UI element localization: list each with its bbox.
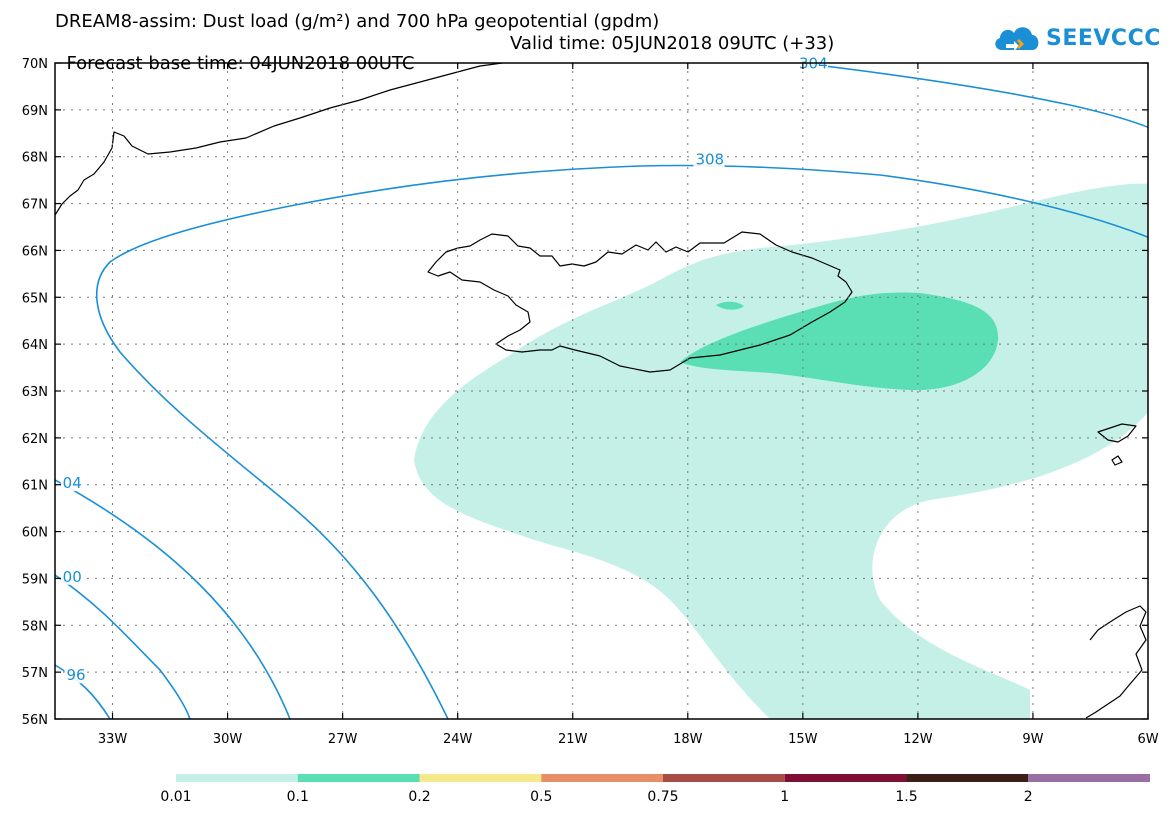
contour-label-bg [60,569,83,585]
colorbar-label: 0.1 [287,789,309,805]
lat-label: 61N [22,479,48,494]
valid-time: Valid time: 05JUN2018 09UTC (+33) [510,33,835,54]
iceland-coastline [427,231,853,373]
lat-label: 59N [22,572,48,587]
contour-label-bg [693,152,725,168]
lat-label: 64N [22,338,48,353]
colorbar-label: 0.01 [160,789,191,805]
colorbar-segment [1028,774,1150,782]
contour-label-bg [797,56,829,72]
lat-label: 58N [22,619,48,634]
contour-304-south [55,479,291,719]
map-title: DREAM8-assim: Dust load (g/m²) and 700 h… [55,11,660,32]
seevccc-logo: SEEVCCC [992,20,1161,56]
lat-label: 57N [22,666,48,681]
lat-label: 63N [22,385,48,400]
colorbar-label: 0.75 [647,789,678,805]
lon-label: 27W [328,732,358,747]
lat-label: 70N [22,57,48,72]
graticule [55,63,1148,719]
geopotential-contours [55,63,1148,719]
lat-label: 62N [22,432,48,447]
colorbar-label: 0.2 [408,789,430,805]
logo-text: SEEVCCC [1046,25,1161,51]
lat-label: 68N [22,151,48,166]
lon-label: 33W [98,732,128,747]
lat-label: 56N [22,713,48,728]
contour-label: 00 [63,568,82,586]
dust-field [414,183,1148,719]
contour-label: 96 [67,666,86,684]
contour-308 [95,164,1148,719]
colorbar-label: 1 [780,789,789,805]
lon-label: 9W [1022,732,1043,747]
lon-label: 24W [443,732,473,747]
lat-label: 60N [22,526,48,541]
colorbar-segment [176,774,298,782]
faroe-islet [1111,455,1123,466]
colorbar-label: 1.5 [895,789,917,805]
lat-label: 66N [22,244,48,259]
colorbar-segment [419,774,542,782]
contour-label: 308 [695,151,724,169]
colorbar-segment [297,774,420,782]
lon-label: 30W [213,732,243,747]
latitude-axis: 70N 69N 68N 67N 66N 65N 64N 63N 62N 61N 60N 59N 58N 5… [22,57,1148,728]
colorbar-segment [663,774,785,782]
contour-300 [55,574,191,719]
contour-label: 04 [63,474,82,492]
lat-label: 65N [22,291,48,306]
lon-label: 18W [673,732,703,747]
coastlines [55,63,1147,719]
scotland-coastline [1085,605,1147,719]
colorbar-segment [784,774,907,782]
colorbar-segment [541,774,663,782]
lon-label: 6W [1137,732,1158,747]
lon-label: 12W [903,732,933,747]
lat-label: 69N [22,104,48,119]
colorbar-segment [906,774,1029,782]
greenland-coastline [55,63,508,216]
contour-296 [55,664,111,719]
dust-area-mid [680,292,999,391]
longitude-axis: 33W 30W 27W 24W 21W 18W 15W 12W 9W 6W [98,63,1159,747]
colorbar-label: 0.5 [530,789,552,805]
dust-patch-small [716,301,744,310]
lon-label: 15W [788,732,818,747]
lat-label: 67N [22,198,48,213]
cloud-logo-icon [995,27,1039,51]
colorbar: 0.01 0.1 0.2 0.5 0.75 1 1.5 2 [160,774,1150,805]
contour-label-bg [64,668,87,684]
faroe-coastline [1097,423,1137,443]
contour-label-bg [60,476,83,492]
dust-area-low [414,183,1148,719]
colorbar-label: 2 [1024,789,1033,805]
lon-label: 21W [558,732,588,747]
contour-304 [799,63,1148,129]
